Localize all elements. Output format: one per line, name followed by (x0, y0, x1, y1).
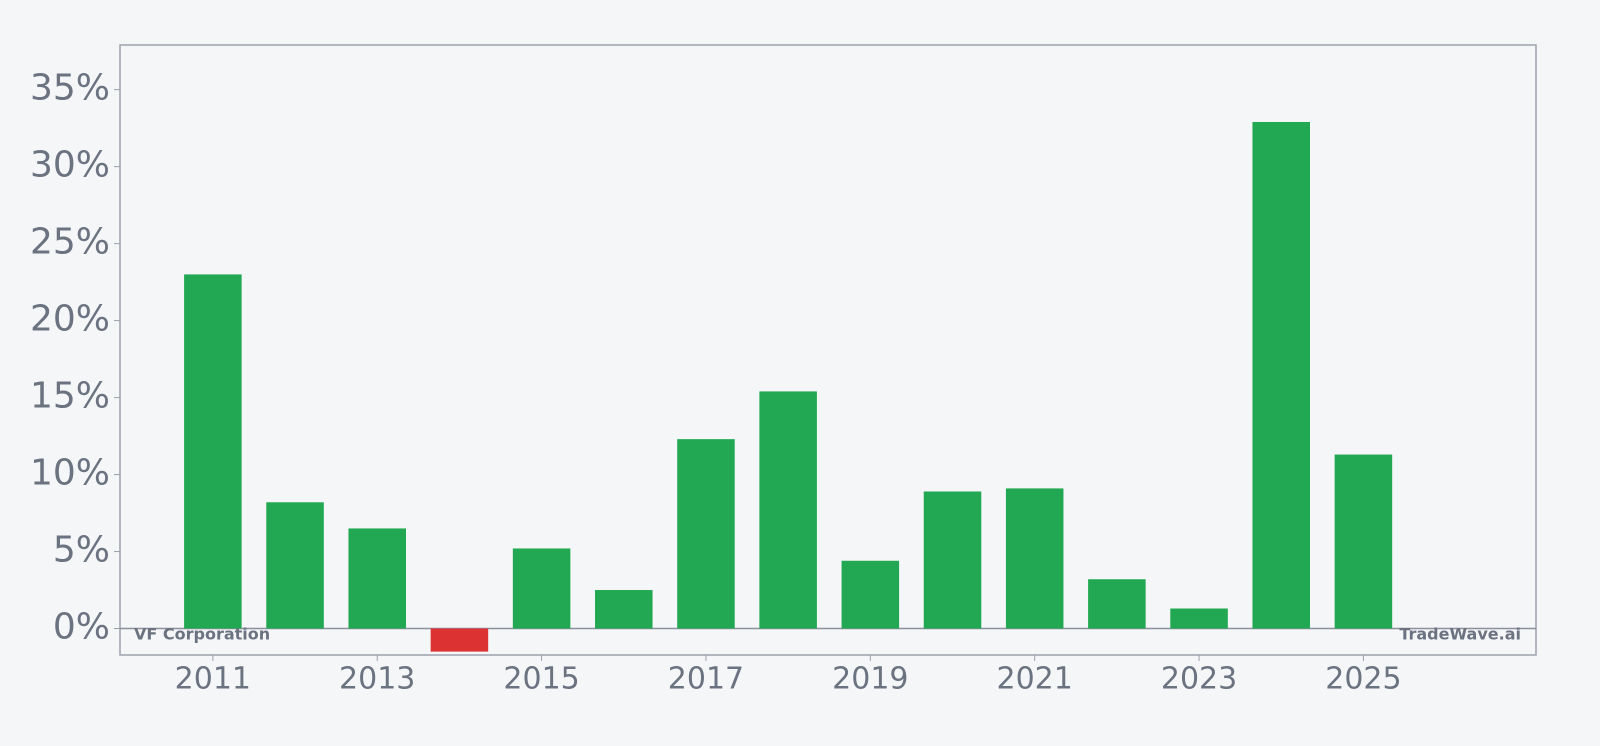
x-tick-label: 2017 (668, 662, 744, 697)
x-tick-label: 2025 (1325, 662, 1401, 697)
bar (759, 391, 817, 629)
bar (512, 548, 571, 629)
y-tick-label: 0% (53, 607, 110, 648)
y-tick-label: 20% (30, 299, 110, 340)
y-tick-label: 5% (53, 530, 110, 571)
x-tick-label: 2021 (997, 662, 1073, 697)
bar (1088, 579, 1146, 629)
x-tick-label: 2011 (175, 662, 251, 697)
y-tick-label: 15% (30, 376, 110, 417)
bar (184, 274, 242, 629)
y-tick-label: 30% (30, 145, 110, 186)
bar (923, 491, 982, 629)
bar (595, 590, 653, 629)
x-tick-label: 2015 (503, 662, 579, 697)
plot-frame (119, 44, 1537, 656)
bar (1170, 608, 1228, 629)
company-label: VF Corporation (134, 625, 270, 644)
bar (1252, 121, 1310, 629)
y-tick-label: 10% (30, 453, 110, 494)
bar (1334, 454, 1393, 629)
brand-label: TradeWave.ai (1399, 625, 1521, 644)
y-tick-label: 35% (30, 68, 110, 109)
bar (266, 502, 324, 629)
bar (677, 439, 735, 629)
y-tick-label: 25% (30, 222, 110, 263)
bar (841, 560, 900, 629)
bar (430, 628, 489, 652)
x-tick-label: 2013 (339, 662, 415, 697)
x-tick-label: 2019 (832, 662, 908, 697)
bar (1005, 488, 1064, 629)
x-tick-label: 2023 (1161, 662, 1237, 697)
bar (348, 528, 406, 629)
